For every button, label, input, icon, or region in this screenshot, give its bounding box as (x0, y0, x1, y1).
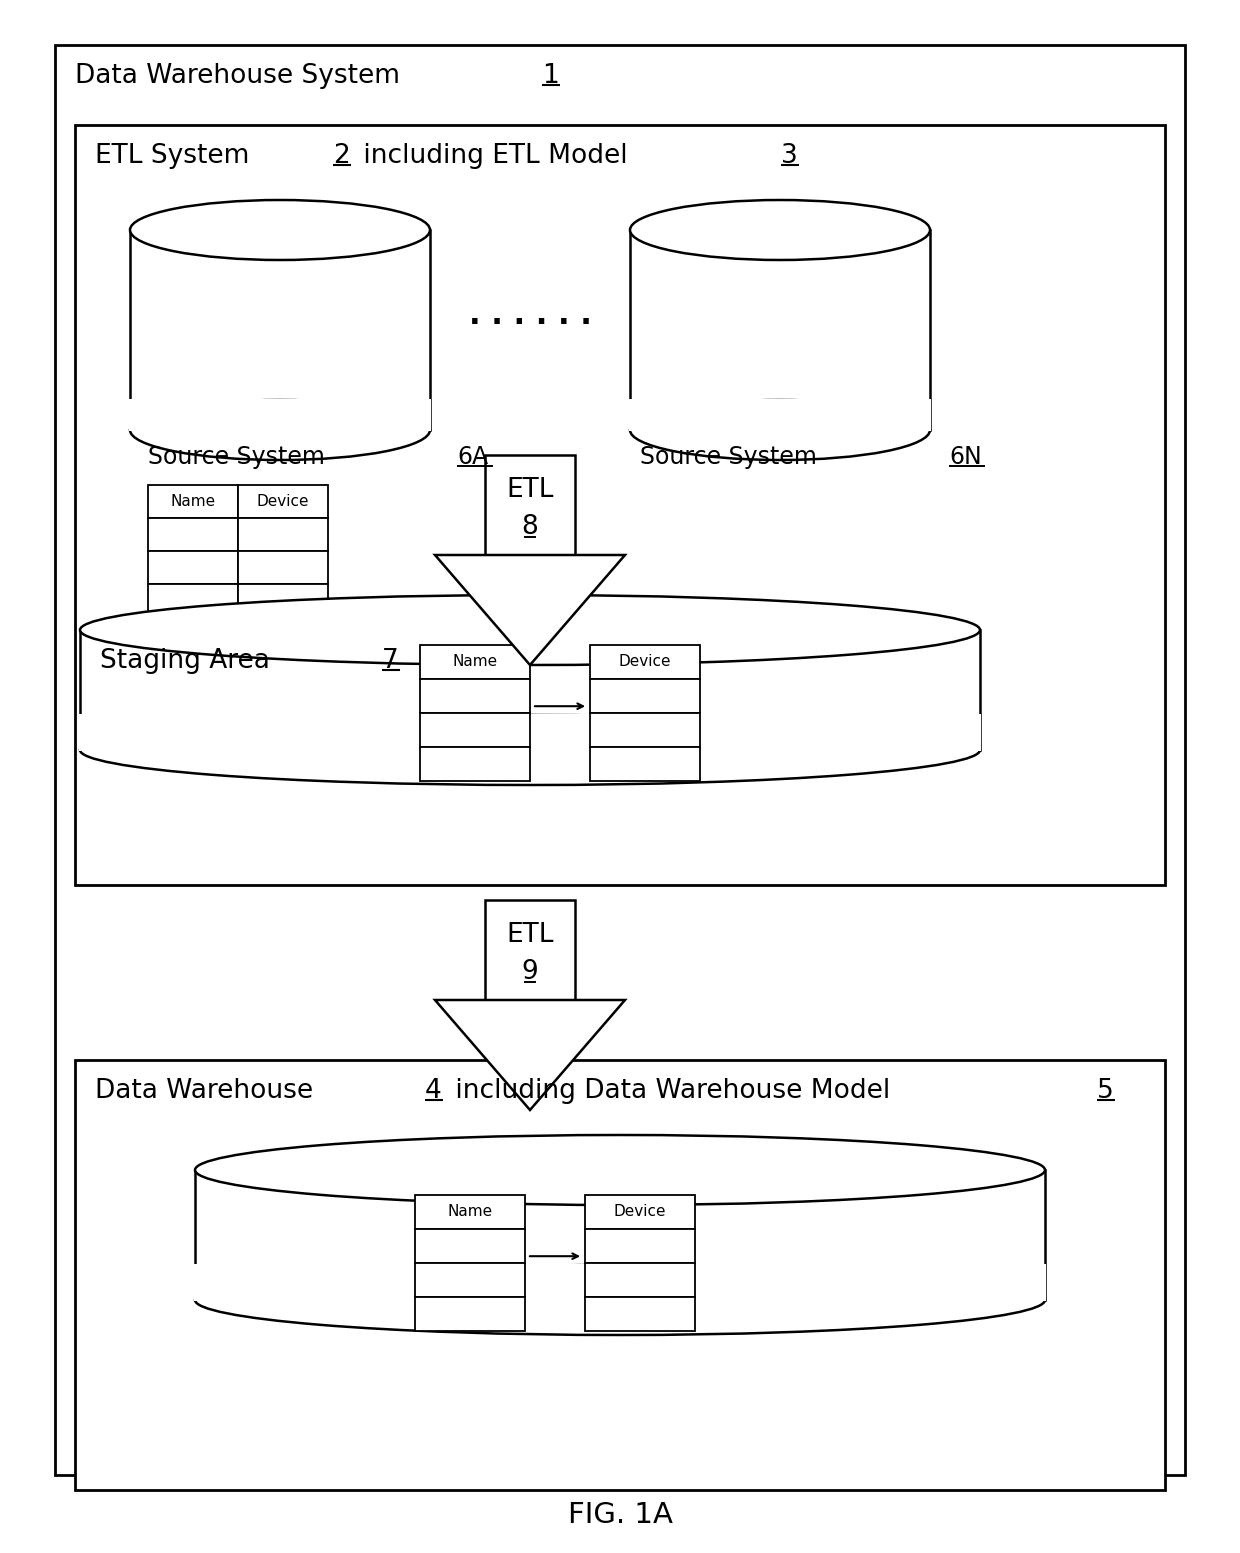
Bar (590, 747, 701, 781)
Bar (420, 747, 529, 781)
Polygon shape (435, 1000, 625, 1110)
Text: 3: 3 (781, 143, 797, 169)
Text: 1: 1 (542, 64, 559, 89)
Text: Source System: Source System (640, 446, 825, 469)
Text: Name: Name (448, 1205, 492, 1219)
Bar (238, 584, 329, 617)
Text: 9: 9 (522, 960, 538, 985)
Bar (590, 644, 701, 679)
Ellipse shape (630, 200, 930, 259)
Ellipse shape (130, 200, 430, 259)
Text: 2: 2 (334, 143, 350, 169)
Ellipse shape (81, 595, 980, 665)
Ellipse shape (630, 401, 930, 460)
Text: Data Warehouse: Data Warehouse (95, 1078, 321, 1104)
Text: including Data Warehouse Model: including Data Warehouse Model (446, 1078, 899, 1104)
Text: including ETL Model: including ETL Model (355, 143, 636, 169)
Bar (629, 399, 931, 432)
Text: Device: Device (614, 1205, 666, 1219)
Text: ETL: ETL (506, 477, 554, 503)
Bar (148, 551, 238, 584)
Ellipse shape (130, 401, 430, 460)
Text: Source System: Source System (148, 446, 332, 469)
Text: ETL: ETL (506, 922, 554, 947)
Text: 4: 4 (425, 1078, 441, 1104)
Text: Device: Device (619, 654, 671, 669)
Bar (148, 519, 238, 551)
Bar (420, 644, 529, 679)
Text: . . . . . .: . . . . . . (469, 300, 591, 329)
Text: Device: Device (257, 494, 309, 509)
Bar (148, 485, 238, 519)
Bar (238, 519, 329, 551)
Bar (238, 485, 329, 519)
Bar (415, 1297, 525, 1331)
Text: Staging Area: Staging Area (100, 648, 278, 674)
Polygon shape (435, 554, 625, 665)
Bar (415, 1228, 525, 1263)
Bar (193, 1264, 1047, 1301)
Text: 6A: 6A (458, 446, 489, 469)
Text: 6N: 6N (949, 446, 982, 469)
Bar (585, 1263, 694, 1297)
Text: ETL System: ETL System (95, 143, 258, 169)
Bar (485, 455, 575, 554)
Text: Name: Name (170, 494, 216, 509)
Bar (74, 124, 1166, 885)
Bar (415, 1194, 525, 1228)
Bar (585, 1297, 694, 1331)
Bar (130, 230, 430, 430)
Ellipse shape (81, 714, 980, 784)
Bar (485, 901, 575, 1000)
Bar (195, 1169, 1045, 1300)
Bar (79, 714, 981, 752)
Bar (129, 399, 432, 432)
Text: 5: 5 (1097, 1078, 1114, 1104)
Bar (420, 713, 529, 747)
Bar (585, 1194, 694, 1228)
Bar (590, 713, 701, 747)
Bar (148, 584, 238, 617)
Text: 8: 8 (522, 514, 538, 540)
Bar (590, 679, 701, 713)
Bar (415, 1263, 525, 1297)
Bar (238, 551, 329, 584)
Bar (630, 230, 930, 430)
Bar (420, 679, 529, 713)
Bar (585, 1228, 694, 1263)
Text: 7: 7 (382, 648, 399, 674)
Text: Name: Name (453, 654, 497, 669)
Text: Data Warehouse System: Data Warehouse System (74, 64, 408, 89)
Bar (81, 631, 980, 750)
Ellipse shape (195, 1266, 1045, 1336)
Text: FIG. 1A: FIG. 1A (568, 1502, 672, 1530)
Ellipse shape (195, 1135, 1045, 1205)
Bar (74, 1061, 1166, 1489)
